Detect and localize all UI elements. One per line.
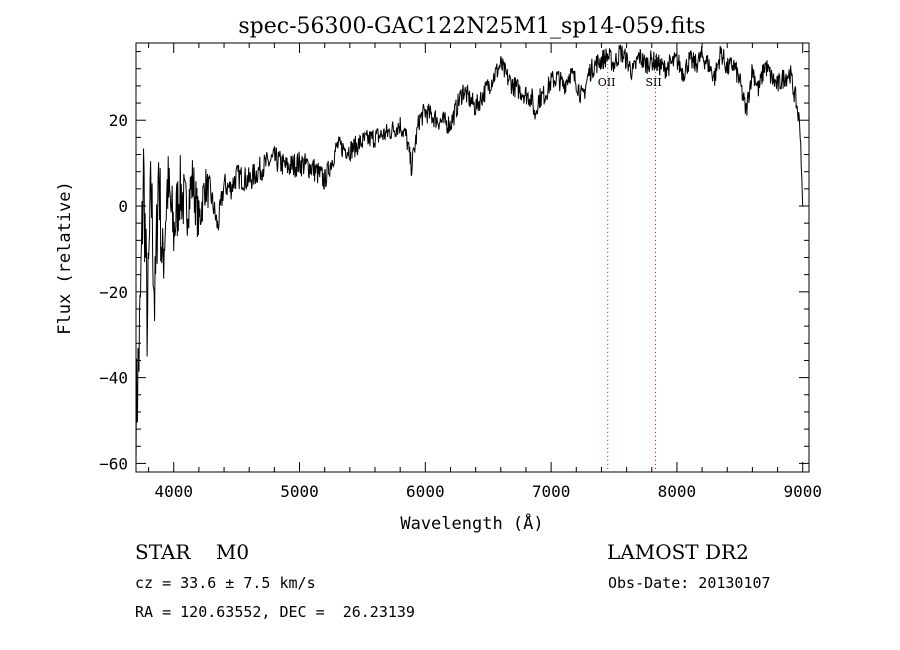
marker-label-oii: OII [598,76,616,89]
x-tick-label: 6000 [406,482,445,501]
marker-label-sii: SII [646,76,662,89]
x-axis-label: Wavelength (Å) [400,512,543,534]
chart-title: spec-56300-GAC122N25M1_sp14-059.fits [238,14,705,39]
spectrum-series-line [135,44,804,473]
x-axis-ticks: 4000 5000 6000 7000 8000 9000 [148,43,822,501]
emission-line-markers: OII SII [598,55,662,472]
classification-label: STAR M0 [135,540,250,564]
y-tick-label: 0 [118,197,128,216]
y-tick-label: −60 [99,454,128,473]
x-tick-label: 7000 [532,482,571,501]
coordinates-text: RA = 120.63552, DEC = 26.23139 [135,603,415,621]
y-tick-label: −20 [99,283,128,302]
x-tick-label: 4000 [154,482,193,501]
x-tick-label: 5000 [280,482,319,501]
y-tick-label: 20 [109,111,128,130]
y-tick-label: −40 [99,369,128,388]
y-axis-label: Flux (relative) [55,181,75,335]
survey-label: LAMOST DR2 [607,540,749,564]
redshift-text: cz = 33.6 ± 7.5 km/s [135,574,316,592]
obs-date-text: Obs-Date: 20130107 [608,574,771,592]
x-tick-label: 8000 [658,482,697,501]
x-tick-label: 9000 [783,482,822,501]
plot-frame [135,42,810,473]
